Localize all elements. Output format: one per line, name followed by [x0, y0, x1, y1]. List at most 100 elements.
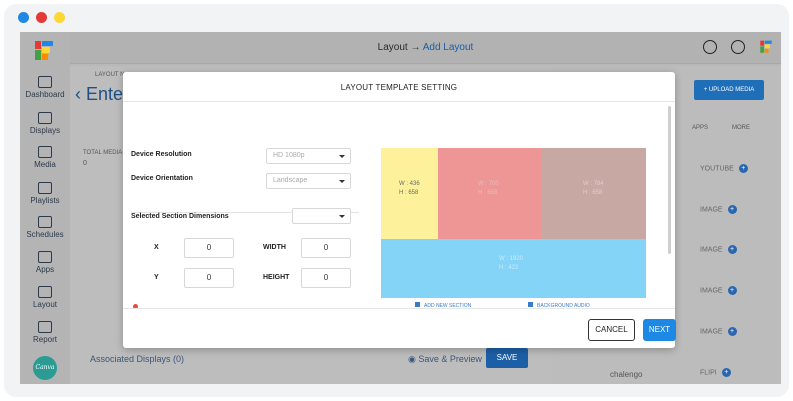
- window-controls: [18, 12, 65, 26]
- x-input[interactable]: 0: [184, 238, 234, 258]
- divider: [123, 101, 675, 102]
- sidebar-item-label: Layout: [32, 300, 58, 309]
- device-resolution-select[interactable]: HD 1080p: [266, 148, 351, 164]
- brand-logo-icon[interactable]: [759, 40, 773, 54]
- top-icons: [703, 40, 773, 54]
- list-item[interactable]: IMAGE +: [700, 205, 737, 214]
- chevron-down-icon: [339, 155, 345, 158]
- breadcrumb-root[interactable]: Layout: [377, 42, 408, 53]
- add-icon[interactable]: +: [727, 205, 737, 214]
- sidebar-item-playlists[interactable]: Playlists: [20, 182, 70, 205]
- add-icon[interactable]: +: [727, 245, 737, 254]
- section-height: H : 658: [399, 190, 419, 196]
- list-item[interactable]: IMAGE +: [700, 286, 737, 295]
- layout-section[interactable]: W : 1920 H : 422: [381, 239, 646, 298]
- sidebar-item-report[interactable]: Report: [20, 321, 70, 344]
- breadcrumb-current: Add Layout: [422, 42, 474, 53]
- divider: [131, 212, 359, 213]
- layout-template-dialog: LAYOUT TEMPLATE SETTING Device Resolutio…: [123, 72, 676, 348]
- canva-button[interactable]: Canva: [33, 356, 57, 380]
- next-button[interactable]: NEXT: [643, 319, 676, 341]
- upload-media-button[interactable]: + UPLOAD MEDIA: [694, 80, 764, 100]
- sidebar-item-label: Report: [32, 335, 57, 344]
- window-dot-red[interactable]: [36, 12, 47, 23]
- section-dimensions-label: Selected Section Dimensions: [131, 213, 229, 220]
- sidebar-item-dashboard[interactable]: Dashboard: [20, 76, 70, 99]
- chart-icon: [38, 321, 52, 333]
- y-label: Y: [154, 274, 159, 281]
- chevron-down-icon: [339, 215, 345, 218]
- breadcrumb: Layout → Add Layout: [70, 42, 781, 53]
- list-item[interactable]: IMAGE +: [700, 327, 737, 336]
- device-orientation-value: Landscape: [273, 177, 308, 184]
- eye-icon: ◉: [408, 354, 419, 364]
- device-orientation-label: Device Orientation: [131, 175, 193, 182]
- brightness-icon[interactable]: [703, 40, 717, 54]
- section-width: W : 784: [583, 181, 604, 187]
- section-dimensions-select[interactable]: [292, 208, 351, 224]
- device-resolution-value: HD 1080p: [273, 152, 305, 159]
- section-width: W : 436: [399, 181, 420, 187]
- height-input[interactable]: 0: [301, 268, 351, 288]
- add-icon[interactable]: +: [738, 164, 748, 173]
- section-height: H : 658: [583, 190, 603, 196]
- audio-icon: [528, 302, 533, 307]
- window-dot-yellow[interactable]: [54, 12, 65, 23]
- sidebar-item-schedules[interactable]: Schedules: [20, 216, 70, 239]
- layout-preview-canvas: W : 436 H : 658 W : 700 H : 658 W : 784 …: [381, 148, 646, 298]
- dashboard-icon: [38, 76, 52, 88]
- cancel-button[interactable]: CANCEL: [588, 319, 635, 341]
- media-icon: [38, 146, 52, 158]
- monitor-icon: [38, 112, 52, 124]
- sidebar-item-label: Media: [34, 160, 56, 169]
- list-item[interactable]: YOUTUBE +: [700, 164, 748, 173]
- sidebar-item-displays[interactable]: Displays: [20, 112, 70, 135]
- total-media-label: TOTAL MEDIA: [83, 150, 123, 156]
- save-button[interactable]: SAVE: [486, 348, 528, 368]
- list-item[interactable]: IMAGE +: [700, 245, 737, 254]
- breadcrumb-arrow-icon: →: [410, 42, 421, 53]
- section-width: W : 700: [478, 181, 499, 187]
- save-preview-link[interactable]: ◉ Save & Preview: [408, 354, 482, 364]
- sidebar-item-media[interactable]: Media: [20, 146, 70, 169]
- section-height: H : 658: [478, 190, 498, 196]
- status-dot-icon: [133, 304, 138, 309]
- layout-name-label: LAYOUT N: [95, 72, 125, 78]
- sidebar-item-label: Apps: [35, 265, 55, 274]
- layout-section[interactable]: W : 436 H : 658: [381, 148, 438, 239]
- list-item[interactable]: FLIPI +: [700, 368, 731, 377]
- layout-icon: [38, 286, 52, 298]
- top-bar: Layout → Add Layout: [70, 32, 781, 64]
- canva-label: Canva: [35, 364, 55, 371]
- gear-icon[interactable]: [731, 40, 745, 54]
- sidebar-item-label: Playlists: [30, 196, 60, 205]
- background-audio-link[interactable]: BACKGROUND AUDIO: [528, 302, 590, 309]
- add-icon[interactable]: +: [727, 286, 737, 295]
- window-dot-blue[interactable]: [18, 12, 29, 23]
- associated-displays-link[interactable]: Associated Displays (0): [90, 354, 185, 364]
- playlist-icon: [38, 182, 52, 194]
- section-height: H : 422: [499, 265, 519, 271]
- chevron-down-icon: [339, 180, 345, 183]
- device-resolution-label: Device Resolution: [131, 151, 192, 158]
- layout-section[interactable]: W : 700 H : 658: [438, 148, 541, 239]
- device-orientation-select[interactable]: Landscape: [266, 173, 351, 189]
- layout-section[interactable]: W : 784 H : 658: [541, 148, 646, 239]
- dialog-title: LAYOUT TEMPLATE SETTING: [340, 83, 458, 92]
- brand-logo-icon[interactable]: [33, 40, 55, 62]
- divider: [123, 308, 675, 309]
- y-input[interactable]: 0: [184, 268, 234, 288]
- layout-title-fragment: ‹ Ente: [75, 84, 124, 104]
- sidebar-item-label: Dashboard: [25, 90, 65, 99]
- add-icon[interactable]: +: [727, 327, 737, 336]
- width-input[interactable]: 0: [301, 238, 351, 258]
- add-new-section-link[interactable]: ADD NEW SECTION: [415, 302, 471, 309]
- dialog-scrollbar[interactable]: [668, 106, 671, 254]
- column-apps: APPS: [692, 125, 709, 131]
- total-media-value: 0: [83, 160, 87, 167]
- bottom-media-item: chalengo: [610, 370, 643, 379]
- add-icon[interactable]: +: [721, 368, 731, 377]
- section-width: W : 1920: [499, 256, 524, 262]
- sidebar-item-layout[interactable]: Layout: [20, 286, 70, 309]
- sidebar-item-apps[interactable]: Apps: [20, 251, 70, 274]
